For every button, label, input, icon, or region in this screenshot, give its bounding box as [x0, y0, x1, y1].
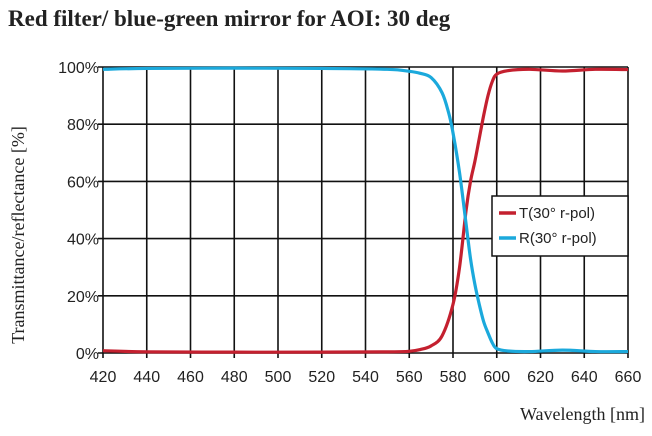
y-tick-label: 80% [67, 117, 99, 134]
x-tick-label: 660 [615, 369, 642, 386]
y-tick-label: 20% [67, 289, 99, 306]
x-tick-label: 620 [527, 369, 554, 386]
x-axis-label: Wavelength [nm] [520, 404, 645, 424]
legend-label: R(30° r-pol) [519, 230, 597, 247]
x-tick-label: 480 [221, 369, 248, 386]
series-line-r [102, 66, 629, 354]
chart-title: Red filter/ blue-green mirror for AOI: 3… [8, 6, 451, 31]
x-tick-label: 500 [265, 369, 292, 386]
x-tick-label: 540 [352, 369, 379, 386]
legend-box [491, 195, 629, 257]
x-tick-label: 460 [177, 369, 204, 386]
legend-label: T(30° r-pol) [519, 205, 595, 222]
y-tick-label: 60% [67, 174, 99, 191]
y-tick-label: 100% [58, 60, 99, 77]
x-tick-label: 560 [396, 369, 423, 386]
series-line-t [102, 67, 629, 354]
y-tick-label: 0% [76, 346, 99, 363]
x-tick-label: 580 [440, 369, 467, 386]
x-tick-label: 420 [90, 369, 117, 386]
y-axis-label: Transmittance/reflectance [%] [8, 126, 28, 344]
x-tick-label: 440 [133, 369, 160, 386]
y-tick-label: 40% [67, 232, 99, 249]
x-tick-label: 520 [308, 369, 335, 386]
x-tick-label: 600 [483, 369, 510, 386]
x-tick-label: 640 [571, 369, 598, 386]
